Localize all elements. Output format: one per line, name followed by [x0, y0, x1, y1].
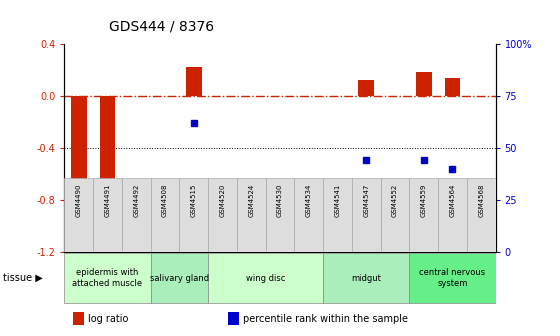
Bar — [409, 178, 438, 252]
Text: GSM4490: GSM4490 — [76, 184, 82, 217]
Text: percentile rank within the sample: percentile rank within the sample — [244, 313, 408, 324]
Bar — [208, 178, 237, 252]
Text: salivary gland: salivary gland — [150, 274, 209, 283]
Bar — [467, 178, 496, 252]
Text: wing disc: wing disc — [246, 274, 285, 283]
Text: log ratio: log ratio — [88, 313, 128, 324]
Text: GSM4541: GSM4541 — [334, 184, 340, 217]
Bar — [151, 178, 179, 252]
Text: midgut: midgut — [351, 274, 381, 283]
Bar — [64, 178, 93, 252]
Bar — [265, 178, 295, 252]
Bar — [295, 178, 323, 252]
Text: epidermis with
attached muscle: epidermis with attached muscle — [72, 268, 143, 288]
Bar — [438, 178, 467, 252]
Text: GSM4508: GSM4508 — [162, 184, 168, 217]
Bar — [208, 253, 323, 303]
Text: GSM4559: GSM4559 — [421, 184, 427, 217]
Bar — [323, 253, 409, 303]
Bar — [122, 178, 151, 252]
Bar — [445, 78, 460, 96]
Bar — [381, 178, 409, 252]
Bar — [358, 80, 374, 96]
Bar — [237, 178, 265, 252]
Text: GSM4492: GSM4492 — [133, 184, 139, 217]
Text: GSM4520: GSM4520 — [220, 184, 226, 217]
Text: GSM4491: GSM4491 — [105, 184, 110, 217]
Bar — [64, 253, 151, 303]
Bar — [179, 178, 208, 252]
Text: GSM4547: GSM4547 — [363, 184, 369, 217]
Bar — [100, 96, 115, 210]
Bar — [416, 72, 432, 96]
Text: GDS444 / 8376: GDS444 / 8376 — [109, 19, 214, 34]
Bar — [352, 178, 381, 252]
Text: GSM4530: GSM4530 — [277, 184, 283, 217]
Text: tissue ▶: tissue ▶ — [3, 273, 43, 283]
Text: GSM4524: GSM4524 — [248, 184, 254, 217]
Bar — [73, 312, 84, 325]
Text: GSM4515: GSM4515 — [191, 184, 197, 217]
Bar — [71, 96, 87, 233]
Bar — [323, 178, 352, 252]
Text: GSM4568: GSM4568 — [478, 184, 484, 217]
Bar — [151, 253, 208, 303]
Text: GSM4534: GSM4534 — [306, 184, 312, 217]
Text: GSM4564: GSM4564 — [450, 184, 455, 217]
Bar — [186, 67, 202, 96]
Bar — [409, 253, 496, 303]
Text: central nervous
system: central nervous system — [419, 268, 486, 288]
Text: GSM4552: GSM4552 — [392, 184, 398, 217]
Bar — [93, 178, 122, 252]
Bar — [228, 312, 239, 325]
